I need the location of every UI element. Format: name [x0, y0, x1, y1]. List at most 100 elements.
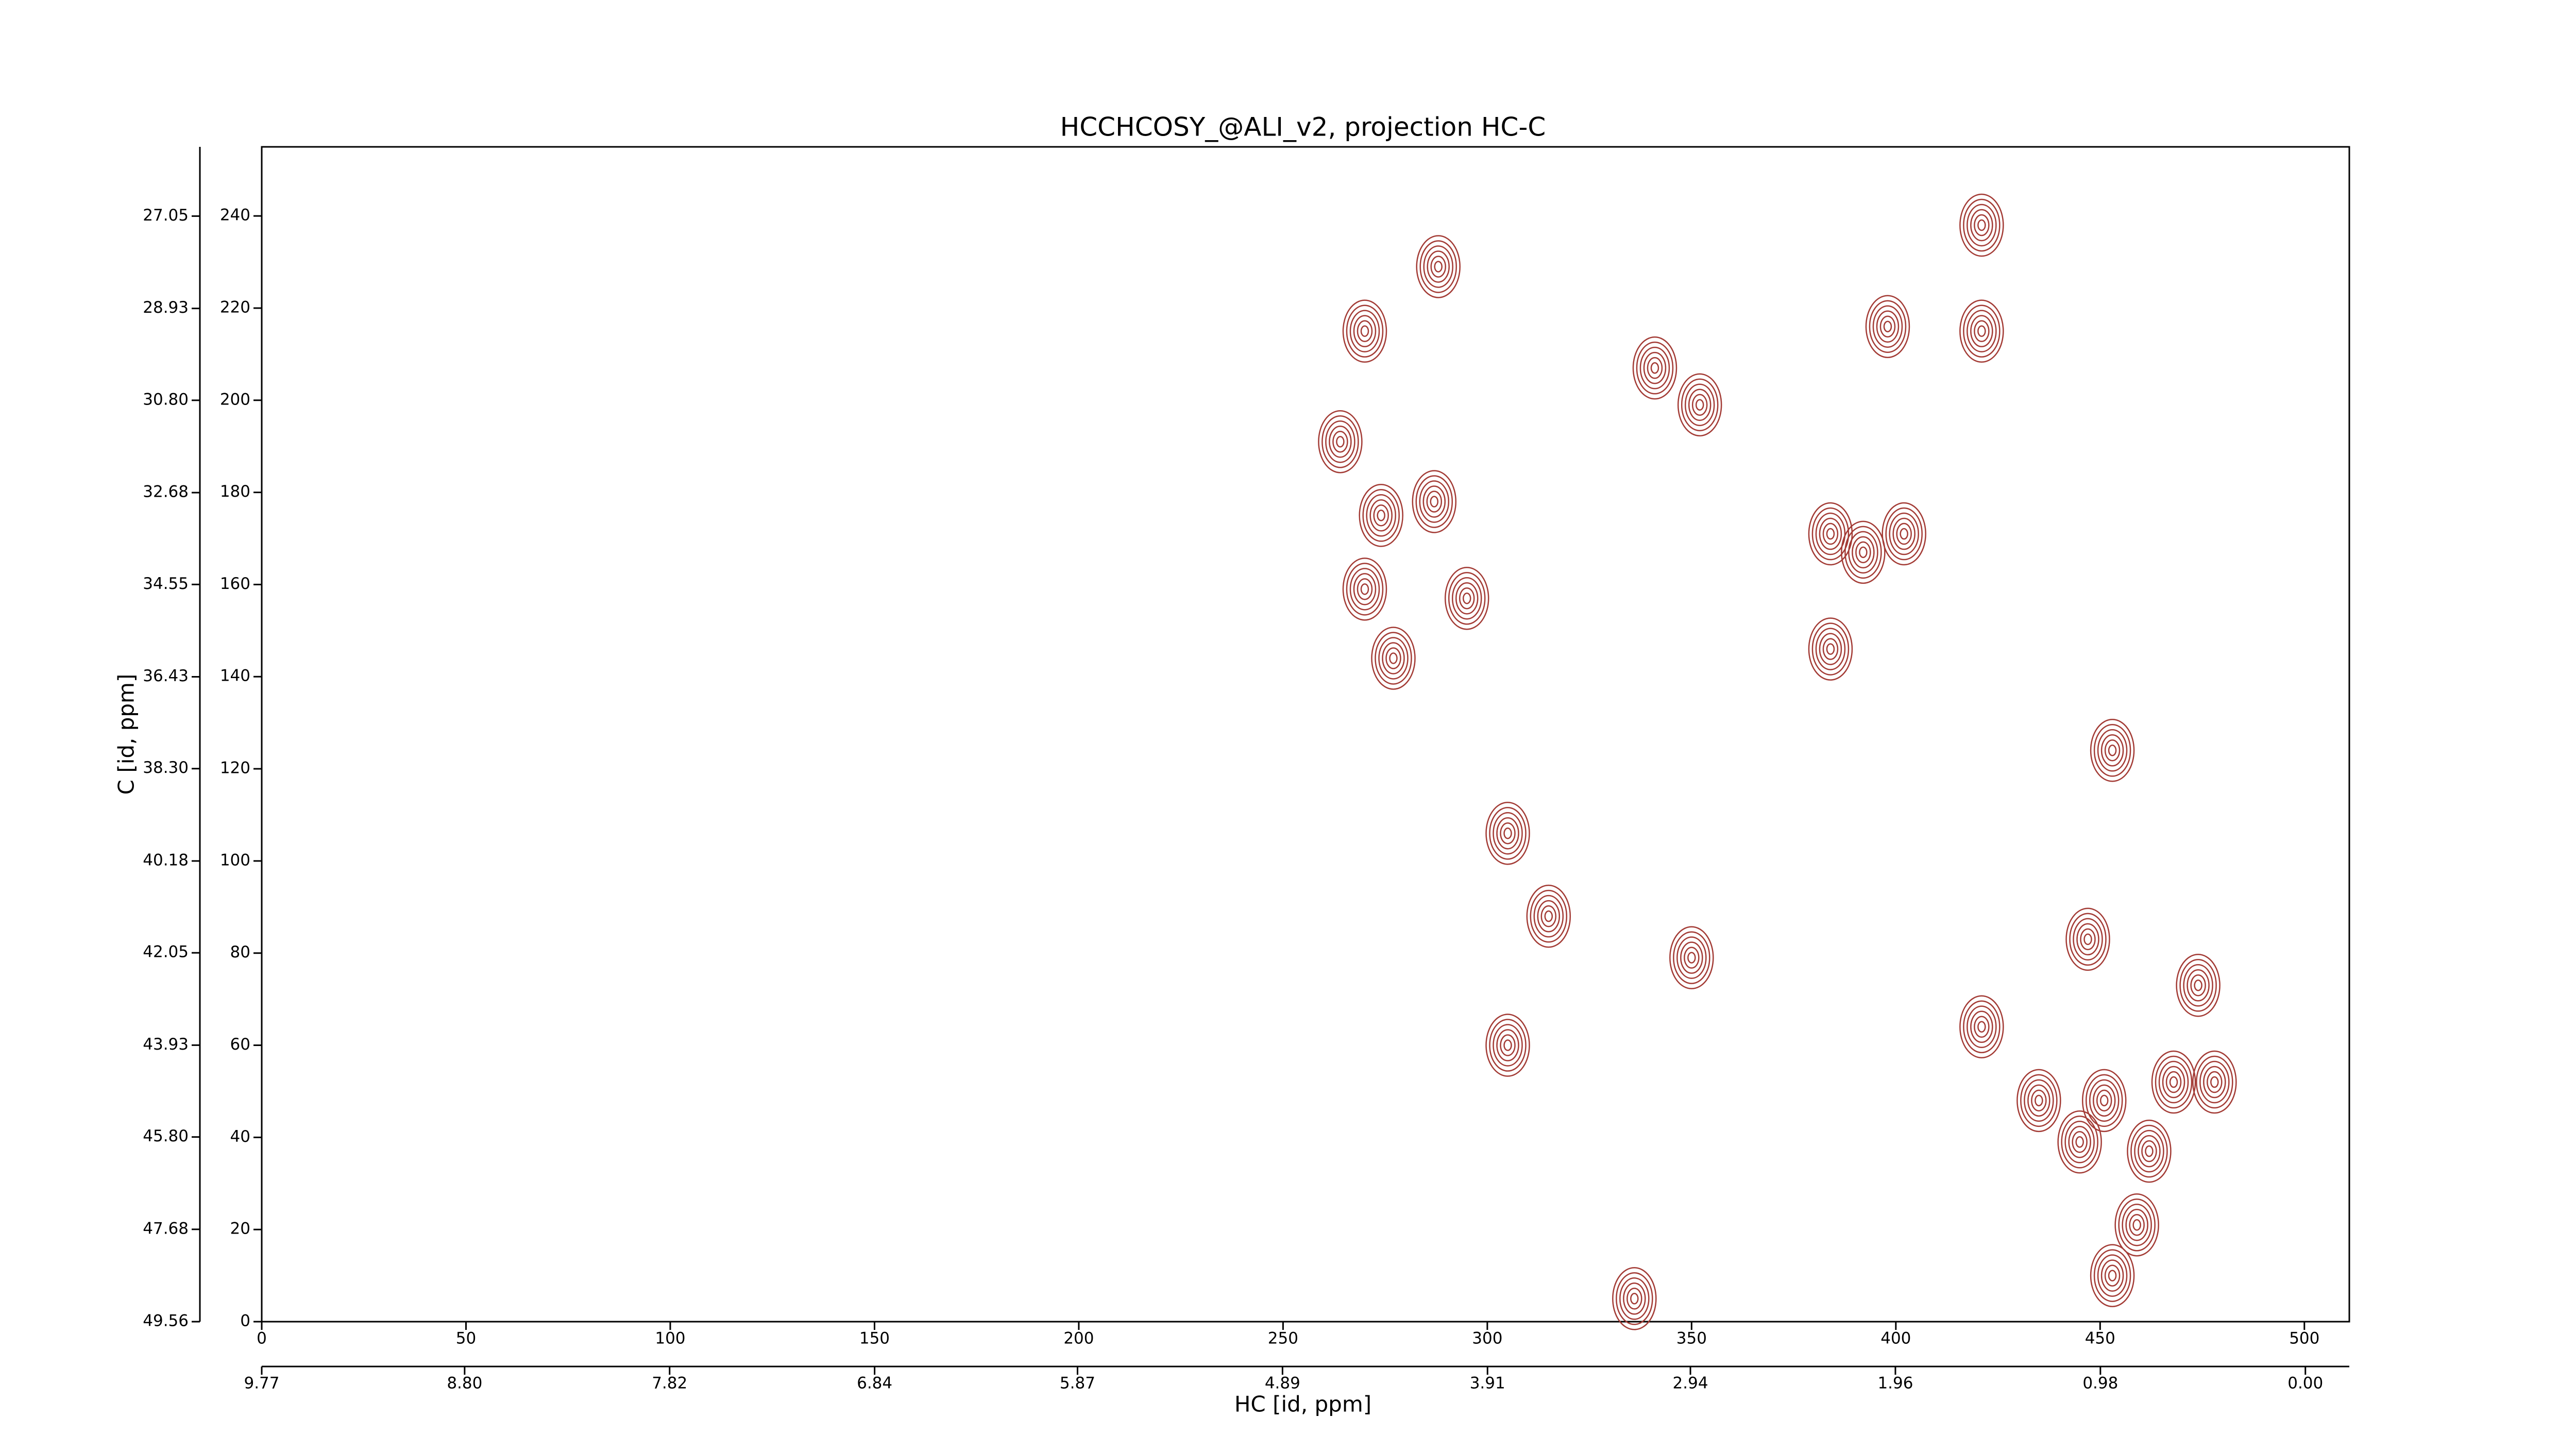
peak-contour [1676, 936, 1707, 979]
peak-contour [1434, 261, 1443, 273]
peak-contour [1422, 485, 1446, 518]
chart-title: HCCHCOSY_@ALI_v2, projection HC-C [1060, 112, 1546, 142]
peak-contour [1848, 531, 1878, 574]
peak-contour [1459, 587, 1475, 610]
peak-contour [2122, 1203, 2152, 1246]
peak-contour [1819, 517, 1842, 550]
y2-tick-label: 34.55 [143, 575, 189, 593]
peak-contour [1869, 300, 1907, 353]
peak-contour [1346, 305, 1384, 358]
peak-contour [2169, 1076, 2178, 1088]
peak-contour [2104, 739, 2121, 762]
peak-contour [2099, 1094, 2109, 1107]
peak-contour [1808, 502, 1853, 566]
peak-contour [2118, 1198, 2156, 1252]
peak-contour [1496, 817, 1519, 850]
peak-contour [2127, 1119, 2172, 1183]
y2-tick-label: 28.93 [143, 298, 189, 317]
peak-contour [1619, 1277, 1650, 1320]
peak-contour [1385, 647, 1401, 669]
peak-contour [2192, 1050, 2237, 1114]
peak-contour [1489, 806, 1527, 860]
peak-contour [1373, 504, 1389, 527]
peak-contour [1353, 573, 1377, 605]
peak-contour [1977, 1021, 1986, 1033]
x-tick-label: 350 [1676, 1329, 1707, 1348]
peak-contour [1500, 1034, 1516, 1056]
peak-contour [1680, 941, 1703, 974]
peak-contour [1493, 812, 1523, 855]
peak-contour [1360, 583, 1369, 595]
peak-contour [1970, 315, 1993, 347]
peak-contour [1423, 245, 1453, 288]
peak-contour [1318, 410, 1363, 474]
peak-contour [1389, 652, 1398, 664]
y-tick-label: 220 [220, 298, 250, 316]
peak-contour [2100, 734, 2124, 767]
peak-contour [2069, 913, 2107, 966]
peak-contour [1357, 320, 1373, 342]
peak-contour [1359, 484, 1403, 547]
y-tick-label: 240 [220, 206, 250, 225]
peak-contour [1677, 373, 1722, 436]
peak-contour [2016, 1069, 2061, 1133]
peak-contour [1841, 520, 1886, 584]
peak-contour [2134, 1129, 2164, 1173]
peak-contour [1892, 517, 1916, 550]
x2-tick-label: 2.94 [1673, 1374, 1708, 1393]
peak-contour [2027, 1084, 2050, 1117]
peak-contour [1426, 491, 1443, 513]
x-tick-label: 500 [2289, 1329, 2319, 1348]
peak-contour [2199, 1060, 2230, 1104]
peak-contour [1321, 415, 1359, 468]
peak-contour [1329, 425, 1352, 458]
y2-tick-label: 27.05 [143, 206, 189, 225]
peak-contour [2065, 907, 2110, 971]
peak-contour [2162, 1066, 2185, 1099]
x-tick-label: 450 [2085, 1329, 2115, 1348]
peak-contour [1412, 470, 1457, 533]
peak-contour [1879, 315, 1896, 338]
peak-contour [1415, 475, 1453, 528]
peak-contour [1353, 315, 1377, 347]
plot-frame [261, 146, 2350, 1323]
peak-contour [2196, 1055, 2233, 1109]
x2-tick-label: 9.77 [244, 1374, 279, 1393]
peak-contour [2089, 1079, 2120, 1122]
peak-contour [2097, 1254, 2128, 1297]
peak-contour [1889, 512, 1919, 555]
peak-contour [1673, 931, 1710, 984]
peak-contour [1822, 638, 1839, 660]
peak-contour [1500, 822, 1516, 845]
peak-contour [2080, 928, 2096, 951]
peak-contour [1416, 235, 1461, 298]
y2-tick-label: 49.56 [143, 1312, 189, 1330]
peak-contour [2093, 724, 2131, 777]
peak-contour [2096, 1089, 2112, 1112]
peak-contour [1636, 341, 1674, 395]
x-tick-label: 150 [859, 1329, 890, 1348]
peak-contour [1684, 383, 1715, 426]
peak-contour [1444, 566, 1489, 630]
x2-tick-label: 8.80 [447, 1374, 482, 1393]
peak-contour [1826, 643, 1835, 655]
peak-contour [1808, 617, 1853, 681]
x2-tick-label: 0.00 [2287, 1374, 2323, 1393]
peak-contour [2151, 1050, 2196, 1114]
peak-contour [2083, 933, 2092, 946]
peak-contour [2141, 1140, 2157, 1162]
peak-contour [1377, 510, 1385, 521]
peak-contour [2183, 964, 2213, 1007]
peak-contour [2158, 1060, 2189, 1104]
peak-contour [1687, 952, 1696, 964]
peak-contour [1533, 895, 1564, 938]
peak-contour [2090, 719, 2135, 782]
y-tick-label: 160 [220, 575, 250, 593]
peak-contour [1974, 1016, 1990, 1038]
peak-contour [1448, 571, 1486, 625]
y2-tick-label: 47.68 [143, 1219, 189, 1238]
peak-contour [1369, 499, 1393, 532]
y2-tick-label: 40.18 [143, 851, 189, 869]
peak-contour [1526, 884, 1571, 948]
peak-contour [1826, 528, 1835, 540]
